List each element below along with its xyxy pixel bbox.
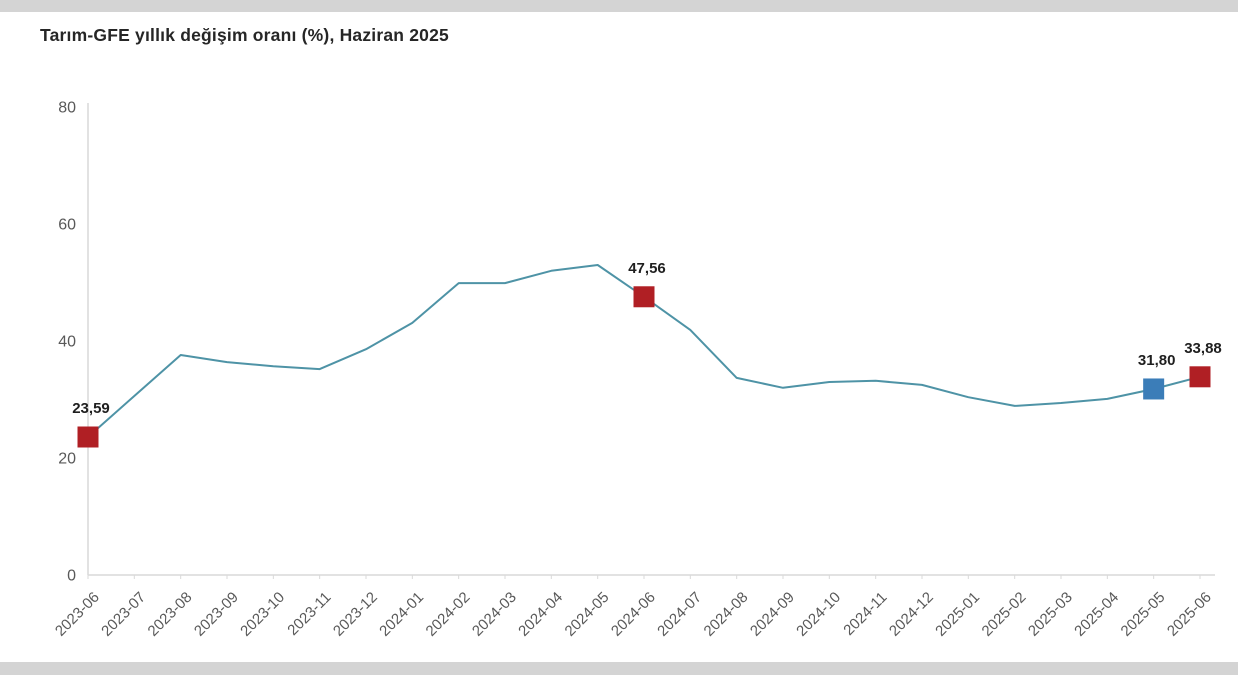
- x-tick-label: 2024-02: [423, 589, 474, 640]
- chart-title: Tarım-GFE yıllık değişim oranı (%), Hazi…: [40, 25, 449, 45]
- x-tick-label: 2023-07: [98, 589, 149, 640]
- x-tick-label: 2024-11: [840, 589, 890, 639]
- y-tick-label: 0: [67, 568, 76, 585]
- y-tick-label: 20: [58, 451, 76, 468]
- x-tick-label: 2024-05: [562, 589, 613, 640]
- x-tick-label: 2025-01: [932, 589, 983, 640]
- data-marker-2025-06: [1189, 366, 1211, 388]
- x-tick-label: 2024-03: [469, 589, 520, 640]
- x-tick-label: 2025-02: [979, 589, 1030, 640]
- data-marker-2025-05: [1143, 378, 1165, 400]
- line-chart: 0204060802023-062023-072023-082023-09202…: [52, 100, 1222, 640]
- x-tick-label: 2023-08: [145, 589, 196, 640]
- chart-card: Tarım-GFE yıllık değişim oranı (%), Hazi…: [0, 12, 1238, 662]
- data-marker-2024-06: [633, 286, 655, 308]
- page-frame-top: [0, 0, 1238, 12]
- x-tick-label: 2024-08: [701, 589, 752, 640]
- y-axis-ticks: 0 20 40 60 80: [58, 100, 76, 585]
- data-label-2023-06: 23,59: [72, 400, 110, 417]
- x-tick-label: 2024-10: [793, 589, 844, 640]
- data-marker-2023-06: [77, 426, 99, 448]
- x-tick-label: 2024-12: [886, 589, 937, 640]
- x-tick-label: 2024-07: [654, 589, 705, 640]
- y-tick-label: 40: [58, 334, 76, 351]
- x-tick-label: 2025-04: [1071, 589, 1122, 640]
- axes: [87, 103, 1215, 576]
- data-label-2025-06: 33,88: [1184, 340, 1222, 357]
- annotations: 23,59 47,56 31,80 33,88: [72, 260, 1222, 448]
- x-tick-label: 2023-06: [52, 589, 103, 640]
- x-tick-label: 2024-04: [515, 589, 566, 640]
- x-tick-label: 2025-03: [1025, 589, 1076, 640]
- y-tick-label: 60: [58, 217, 76, 234]
- x-tick-label: 2023-10: [237, 589, 288, 640]
- data-label-2024-06: 47,56: [628, 260, 666, 277]
- x-tick-label: 2023-09: [191, 589, 242, 640]
- data-label-2025-05: 31,80: [1138, 352, 1176, 369]
- x-tick-label: 2024-01: [376, 589, 427, 640]
- y-tick-label: 80: [58, 100, 76, 117]
- x-tick-label: 2024-09: [747, 589, 798, 640]
- x-tick-label: 2025-06: [1164, 589, 1215, 640]
- x-tick-label: 2024-06: [608, 589, 659, 640]
- page-frame-bottom: [0, 662, 1238, 675]
- x-tick-label: 2023-11: [284, 589, 334, 639]
- x-tick-label: 2023-12: [330, 589, 381, 640]
- x-axis-ticks: 2023-062023-072023-082023-092023-102023-…: [52, 575, 1215, 640]
- x-tick-label: 2025-05: [1118, 589, 1169, 640]
